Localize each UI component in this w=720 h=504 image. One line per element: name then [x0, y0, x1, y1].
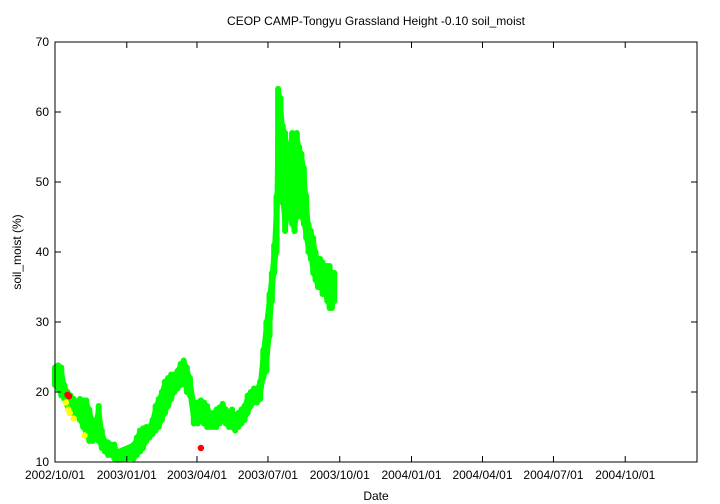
x-tick-label: 2003/04/01 [167, 468, 227, 482]
data-point [62, 399, 70, 406]
y-axis-label: soil_moist (%) [10, 214, 24, 289]
data-point [65, 393, 73, 400]
chart-title: CEOP CAMP-Tongyu Grassland Height -0.10 … [227, 14, 526, 28]
x-tick-label: 2003/01/01 [97, 468, 157, 482]
x-tick-label: 2004/01/01 [381, 468, 441, 482]
data-point [70, 415, 77, 422]
plot-points [52, 85, 338, 463]
y-tick-label: 10 [36, 455, 50, 469]
y-tick-label: 50 [36, 175, 50, 189]
x-tick-label: 2004/04/01 [452, 468, 512, 482]
x-axis-ticks: 2002/10/01 2003/01/01 2003/04/01 2003/07/01… [25, 42, 656, 482]
y-tick-label: 20 [36, 385, 50, 399]
data-point [66, 409, 74, 417]
y-axis-ticks: 10 20 30 40 50 60 70 [36, 35, 697, 469]
data-point [197, 444, 205, 452]
x-tick-label: 2003/10/01 [310, 468, 370, 482]
y-tick-label: 70 [36, 35, 50, 49]
plot-frame [54, 41, 698, 463]
y-tick-label: 40 [36, 245, 50, 259]
x-axis-label: Date [363, 489, 389, 503]
y-tick-label: 60 [36, 105, 50, 119]
x-tick-label: 2002/10/01 [25, 468, 85, 482]
x-tick-label: 2003/07/01 [238, 468, 298, 482]
y-tick-label: 30 [36, 315, 50, 329]
data-point [81, 432, 88, 439]
x-tick-label: 2004/07/01 [523, 468, 583, 482]
x-tick-label: 2004/10/01 [595, 468, 655, 482]
